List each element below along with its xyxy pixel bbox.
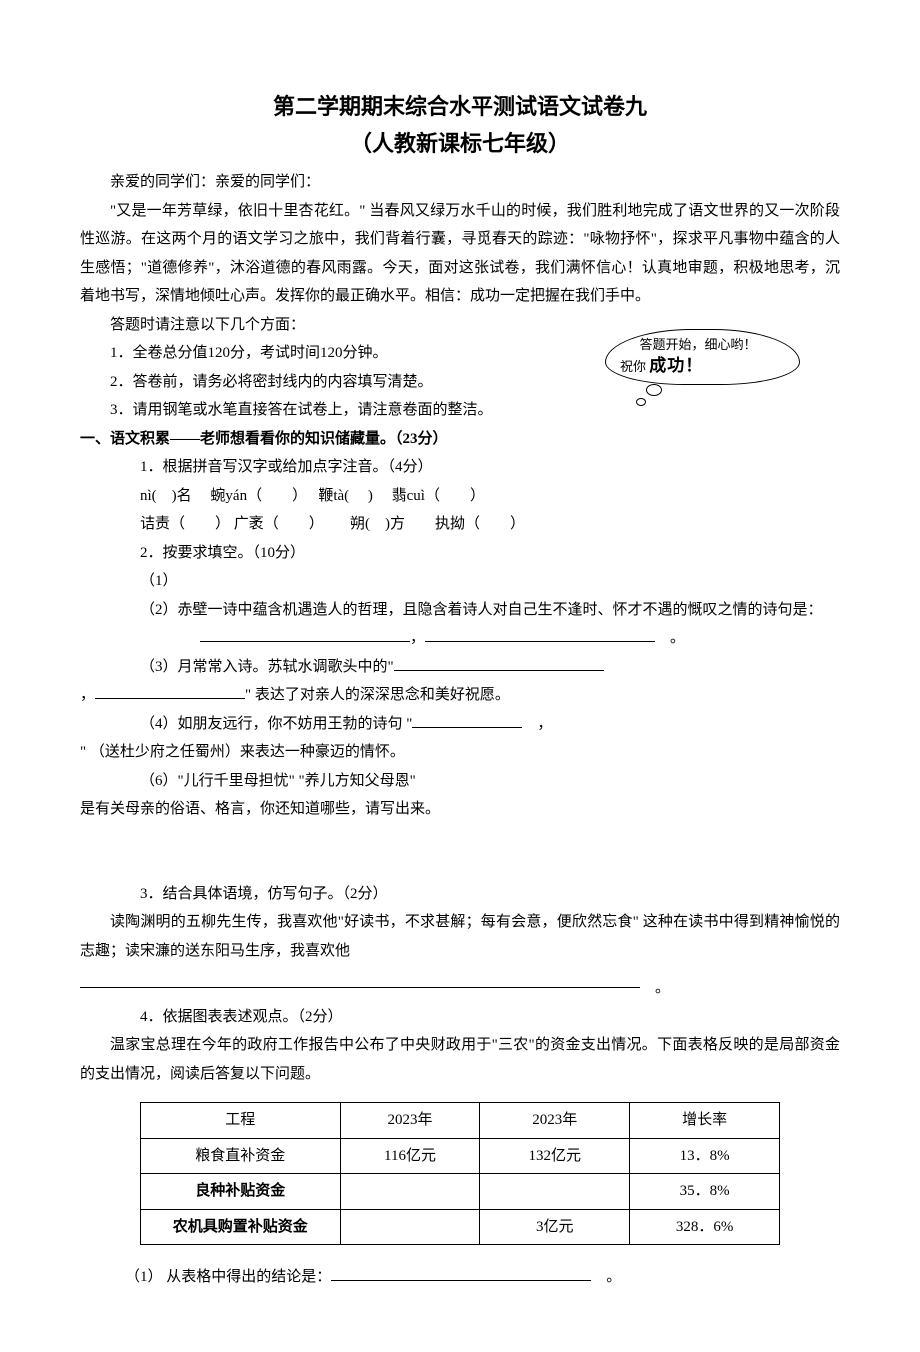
table-header-row: 工程 2023年 2023年 增长率	[141, 1103, 780, 1139]
q2-4-line2: " （送杜少府之任蜀州）来表达一种豪迈的情怀。	[80, 738, 840, 767]
q4-sub-1: （1） 从表格中得出的结论是： 。	[80, 1263, 840, 1292]
q2-sub-6: （6）"儿行千里母担忧" "养儿方知父母恩"	[80, 767, 840, 796]
table-cell: 35．8%	[630, 1174, 780, 1210]
table-cell: 116亿元	[340, 1138, 480, 1174]
table-cell: 13．8%	[630, 1138, 780, 1174]
section-1-heading: 一、语文积累——老师想看看你的知识储藏量。（23分）	[80, 425, 840, 454]
table-cell: 328．6%	[630, 1209, 780, 1245]
q2-3-text-b: " 表达了对亲人的深深思念和美好祝愿。	[245, 687, 510, 703]
table-cell: 粮食直补资金	[141, 1138, 341, 1174]
q2-6-body: 是有关母亲的俗语、格言，你还知道哪些，请写出来。	[80, 795, 840, 824]
q3-body: 读陶渊明的五柳先生传，我喜欢他"好读书，不求甚解；每有会意，便欣然忘食" 这种在…	[80, 908, 840, 965]
speech-bubble: 答题开始，细心哟！ 祝你 成功！	[605, 329, 800, 385]
q2-3-line2: ，" 表达了对亲人的深深思念和美好祝愿。	[80, 681, 840, 710]
bubble-line-2: 祝你 成功！	[620, 354, 787, 378]
blank-field[interactable]	[95, 684, 245, 699]
col-year-b: 2023年	[480, 1103, 630, 1139]
intro-paragraph: "又是一年芳草绿，依旧十里杏花红。" 当春风又绿万水千山的时候，我们胜利地完成了…	[80, 197, 840, 311]
q4-1-text: （1） 从表格中得出的结论是：	[125, 1269, 331, 1285]
page-title: 第二学期期末综合水平测试语文试卷九	[80, 90, 840, 123]
blank-field[interactable]	[425, 627, 655, 642]
table-cell: 132亿元	[480, 1138, 630, 1174]
table-row: 良种补贴资金 35．8%	[141, 1174, 780, 1210]
q4-body: 温家宝总理在今年的政府工作报告中公布了中央财政用于"三农"的资金支出情况。下面表…	[80, 1031, 840, 1088]
table-cell	[340, 1174, 480, 1210]
table-cell	[480, 1174, 630, 1210]
table-body: 粮食直补资金116亿元132亿元13．8%良种补贴资金35．8%农机具购置补贴资…	[141, 1138, 780, 1245]
blank-field[interactable]	[200, 627, 410, 642]
col-project: 工程	[141, 1103, 341, 1139]
blank-spacer	[80, 824, 840, 852]
q2-2-blanks: 叹之情的诗句是：， 。	[80, 624, 840, 653]
table-cell	[340, 1209, 480, 1245]
question-4: 4．依据图表表述观点。（2分）	[80, 1003, 840, 1032]
q2-4-text-a: （4）如朋友远行，你不妨用王勃的诗句 "	[140, 716, 412, 732]
table-cell: 3亿元	[480, 1209, 630, 1245]
question-3: 3．结合具体语境，仿写句子。（2分）	[80, 880, 840, 909]
table-cell: 农机具购置补贴资金	[141, 1209, 341, 1245]
blank-field[interactable]	[331, 1266, 591, 1281]
question-2: 2．按要求填空。（10分）	[80, 539, 840, 568]
q2-2-text: （2）赤壁一诗中蕴含机遇造人的哲理，且隐含着诗人对自己生不逢时、怀才不遇的慨叹之…	[140, 602, 823, 618]
bubble-prefix: 祝你	[620, 359, 646, 374]
q3-answer-line: 。	[80, 965, 840, 1003]
blank-field[interactable]	[394, 656, 604, 671]
q1-line-2: 诘责（ ） 广袤（ ） 朔( )方 执拗（ ）	[80, 510, 840, 539]
col-year-a: 2023年	[340, 1103, 480, 1139]
question-1: 1．根据拼音写汉字或给加点字注音。（4分）	[80, 453, 840, 482]
q2-sub-1: （1）	[80, 567, 840, 596]
page-subtitle: （人教新课标七年级）	[80, 127, 840, 160]
blank-field[interactable]	[412, 713, 522, 728]
q2-4-text-b: " （送杜少府之任蜀州）来表达一种豪迈的情怀。	[80, 744, 405, 760]
bubble-emphasis: 成功！	[649, 356, 703, 375]
blank-spacer	[80, 852, 840, 880]
bubble-line-1: 答题开始，细心哟！	[620, 336, 787, 354]
q2-3-text-a: （3）月常常入诗。苏轼水调歌头中的"	[140, 659, 394, 675]
blank-field[interactable]	[80, 987, 640, 988]
q1-line-1: nì( )名 蜿yán（ ） 鞭tà( ) 翡cuì（ ）	[80, 482, 840, 511]
q2-sub-3: （3）月常常入诗。苏轼水调歌头中的"	[80, 653, 840, 682]
q2-sub-2: （2）赤壁一诗中蕴含机遇造人的哲理，且隐含着诗人对自己生不逢时、怀才不遇的慨叹之…	[80, 596, 840, 625]
note-item-3: 3．请用钢笔或水笔直接答在试卷上，请注意卷面的整洁。	[80, 396, 840, 425]
table-cell: 良种补贴资金	[141, 1174, 341, 1210]
table-row: 粮食直补资金116亿元132亿元13．8%	[141, 1138, 780, 1174]
table-row: 农机具购置补贴资金 3亿元328．6%	[141, 1209, 780, 1245]
greeting-line: 亲爱的同学们：亲爱的同学们：	[80, 168, 840, 197]
q2-sub-4: （4）如朋友远行，你不妨用王勃的诗句 " ，	[80, 710, 840, 739]
col-growth: 增长率	[630, 1103, 780, 1139]
finance-table: 工程 2023年 2023年 增长率 粮食直补资金116亿元132亿元13．8%…	[140, 1102, 780, 1245]
